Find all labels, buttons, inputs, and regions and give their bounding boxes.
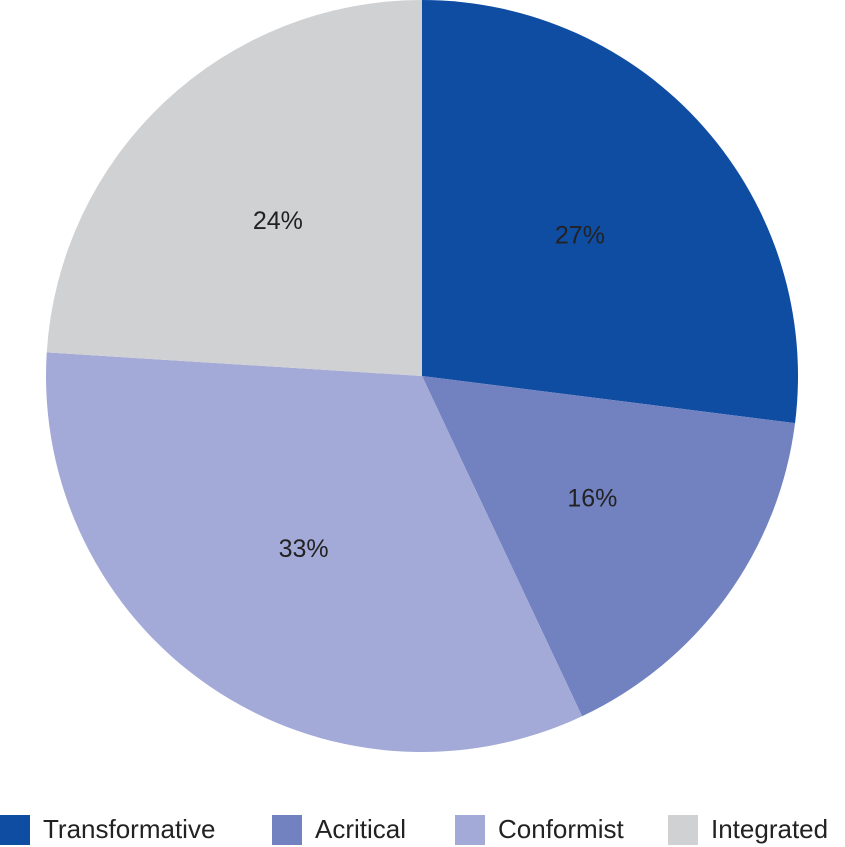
legend-label: Conformist xyxy=(498,814,624,844)
legend-swatch xyxy=(0,815,30,845)
legend-label: Transformative xyxy=(43,814,215,844)
pie-slice xyxy=(46,352,583,752)
pie-slice xyxy=(422,0,798,424)
legend-label: Integrated xyxy=(711,814,828,844)
slice-label: 24% xyxy=(253,207,303,235)
legend-swatch xyxy=(455,815,485,845)
slice-label: 33% xyxy=(279,535,329,563)
slice-label: 27% xyxy=(555,221,605,249)
legend-swatch xyxy=(272,815,302,845)
legend-swatch xyxy=(668,815,698,845)
legend-label: Acritical xyxy=(315,814,406,844)
slice-label: 16% xyxy=(567,484,617,512)
pie-slice xyxy=(46,0,423,376)
pie-slice xyxy=(422,376,796,717)
